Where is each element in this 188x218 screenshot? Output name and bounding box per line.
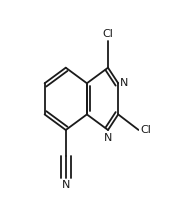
- Text: N: N: [61, 180, 70, 190]
- Text: Cl: Cl: [103, 29, 113, 39]
- Text: N: N: [104, 133, 112, 143]
- Text: Cl: Cl: [140, 125, 151, 135]
- Text: N: N: [120, 78, 128, 88]
